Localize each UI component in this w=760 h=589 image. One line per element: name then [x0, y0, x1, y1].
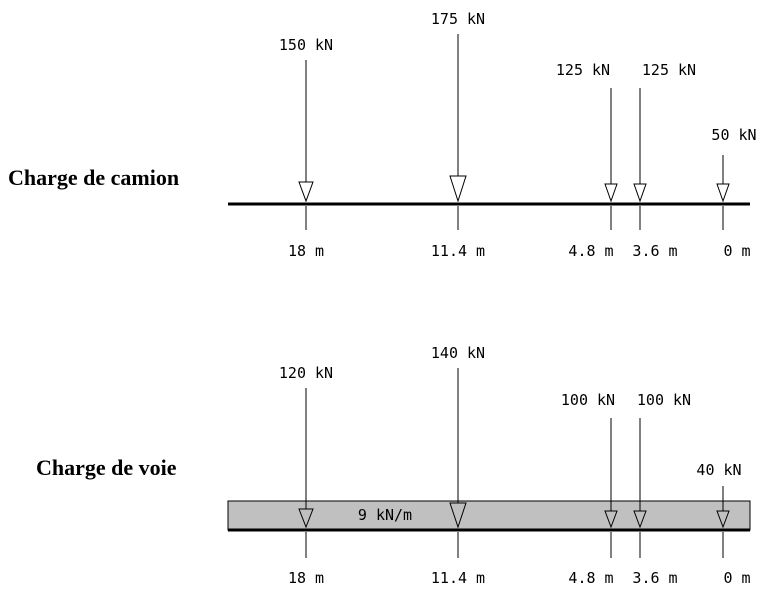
truck-load-5-position: 0 m [723, 242, 750, 260]
truck-load-2-label: 175 kN [431, 10, 485, 28]
lane-load-4: 100 kN 3.6 m [632, 391, 691, 587]
truck-load-4-position: 3.6 m [632, 242, 677, 260]
lane-load-5-position: 0 m [723, 569, 750, 587]
truck-load-4: 125 kN 3.6 m [632, 61, 696, 260]
lane-load-3-arrowhead [604, 510, 618, 529]
lane-load-2-label: 140 kN [431, 344, 485, 362]
lane-load-4-arrowhead [633, 510, 647, 529]
truck-load-3-arrowhead [604, 183, 618, 203]
lane-load-1: 120 kN 18 m [279, 364, 333, 587]
truck-load-1-label: 150 kN [279, 36, 333, 54]
truck-load-4-arrowhead [633, 183, 647, 203]
distributed-load-band [227, 500, 751, 531]
lane-load-4-label: 100 kN [637, 391, 691, 409]
lane-load-3-position: 4.8 m [568, 569, 613, 587]
lane-load-2-arrowhead [449, 502, 467, 529]
truck-load-title: Charge de camion [8, 165, 179, 190]
truck-load-3-position: 4.8 m [568, 242, 613, 260]
lane-load-1-position: 18 m [288, 569, 324, 587]
lane-load-2: 140 kN 11.4 m [431, 344, 485, 587]
lane-load-5: 40 kN 0 m [696, 461, 750, 587]
truck-load-4-label: 125 kN [642, 61, 696, 79]
truck-load-1-position: 18 m [288, 242, 324, 260]
truck-load-2-position: 11.4 m [431, 242, 485, 260]
lane-load-1-arrowhead [298, 508, 314, 529]
truck-load-1: 150 kN 18 m [279, 36, 333, 260]
lane-load-3: 100 kN 4.8 m [561, 391, 618, 587]
lane-load-title: Charge de voie [36, 455, 177, 480]
lane-load-5-label: 40 kN [696, 461, 741, 479]
truck-load-3-label: 125 kN [556, 61, 610, 79]
lane-load-section: Charge de voie 9 kN/m 120 kN 18 m 140 kN… [36, 344, 751, 587]
truck-load-section: Charge de camion 150 kN 18 m 175 kN 11.4… [8, 10, 757, 260]
truck-load-1-arrowhead [298, 181, 314, 203]
lane-load-3-label: 100 kN [561, 391, 615, 409]
truck-load-5: 50 kN 0 m [711, 126, 756, 260]
lane-load-5-arrowhead [716, 510, 730, 529]
truck-load-5-arrowhead [716, 183, 730, 203]
lane-load-1-label: 120 kN [279, 364, 333, 382]
truck-load-3: 125 kN 4.8 m [556, 61, 618, 260]
lane-load-2-position: 11.4 m [431, 569, 485, 587]
truck-load-2-arrowhead [449, 175, 467, 203]
distributed-load-label: 9 kN/m [358, 506, 412, 524]
truck-load-5-label: 50 kN [711, 126, 756, 144]
truck-load-2: 175 kN 11.4 m [431, 10, 485, 260]
lane-load-4-position: 3.6 m [632, 569, 677, 587]
